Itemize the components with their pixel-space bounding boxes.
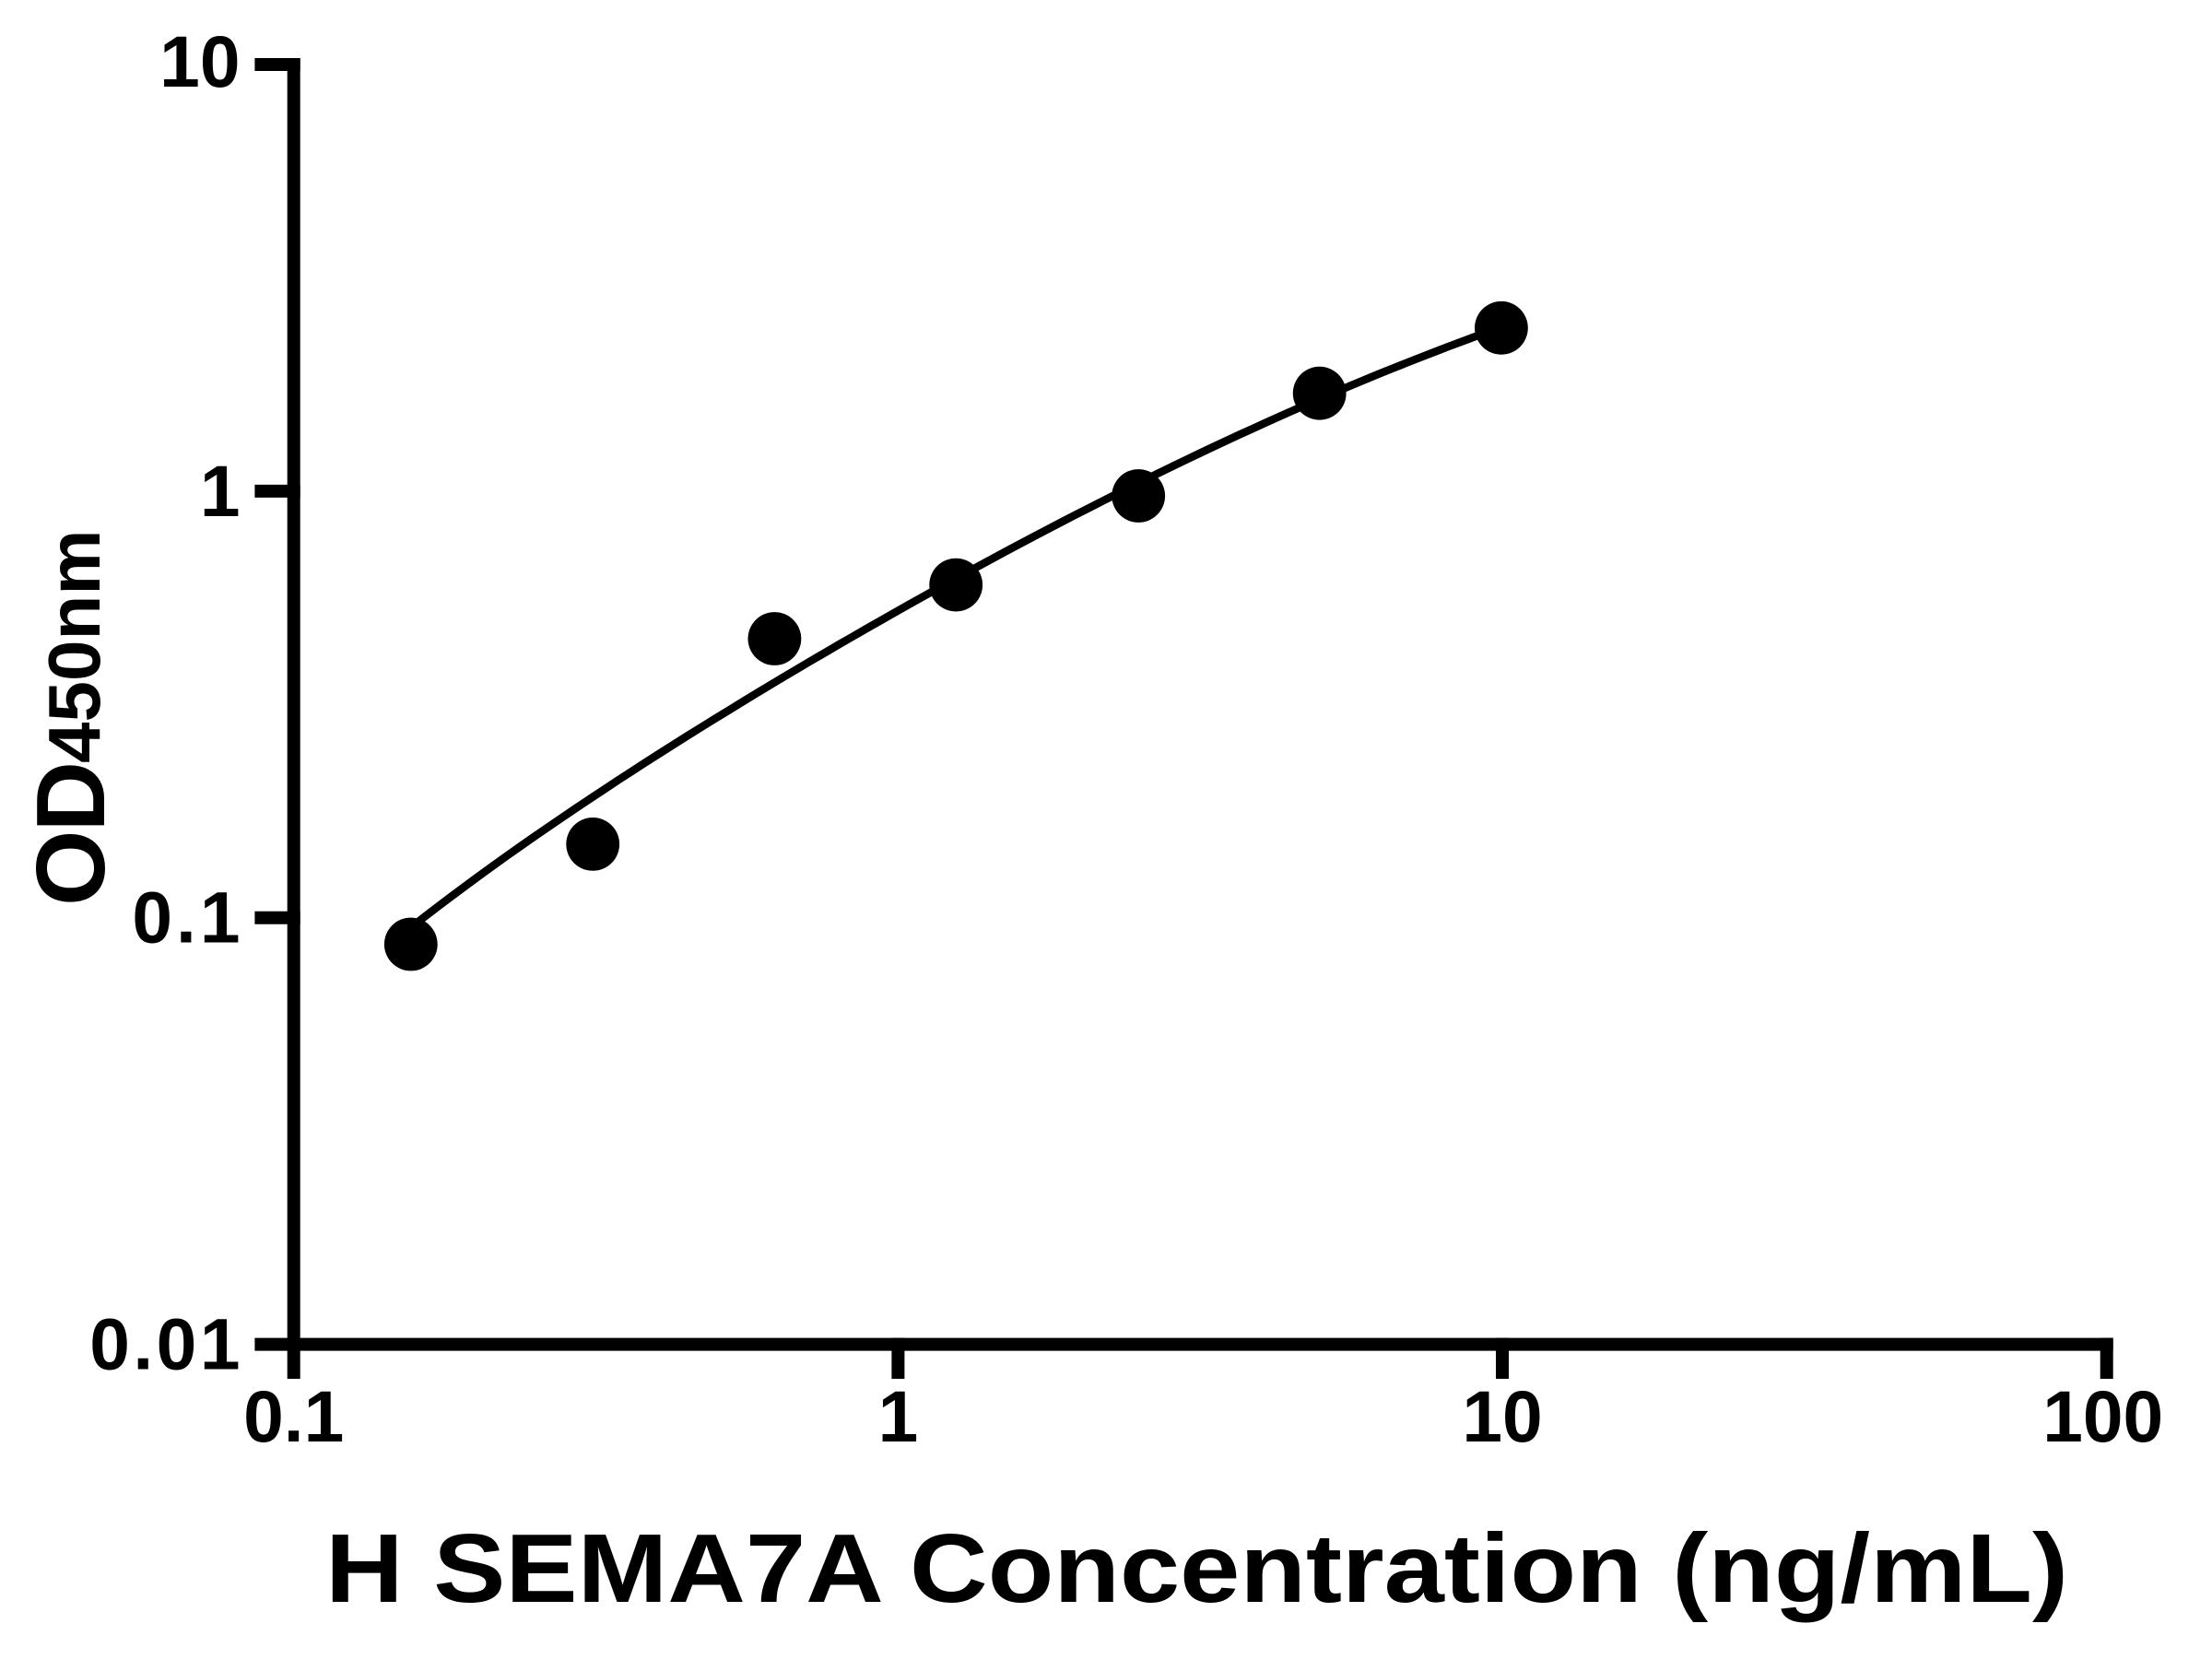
svg-text:0.1: 0.1 xyxy=(132,877,243,959)
svg-text:1: 1 xyxy=(200,451,241,532)
svg-text:H SEMA7A Concentration (ng/mL): H SEMA7A Concentration (ng/mL) xyxy=(325,1514,2068,1623)
svg-text:100: 100 xyxy=(2042,1376,2163,1457)
svg-text:OD450nm: OD450nm xyxy=(17,530,125,906)
svg-text:10: 10 xyxy=(159,21,240,102)
svg-text:1: 1 xyxy=(878,1376,919,1457)
svg-text:10: 10 xyxy=(1462,1376,1542,1457)
svg-text:0.1: 0.1 xyxy=(243,1376,344,1457)
svg-text:0.01: 0.01 xyxy=(89,1304,243,1385)
